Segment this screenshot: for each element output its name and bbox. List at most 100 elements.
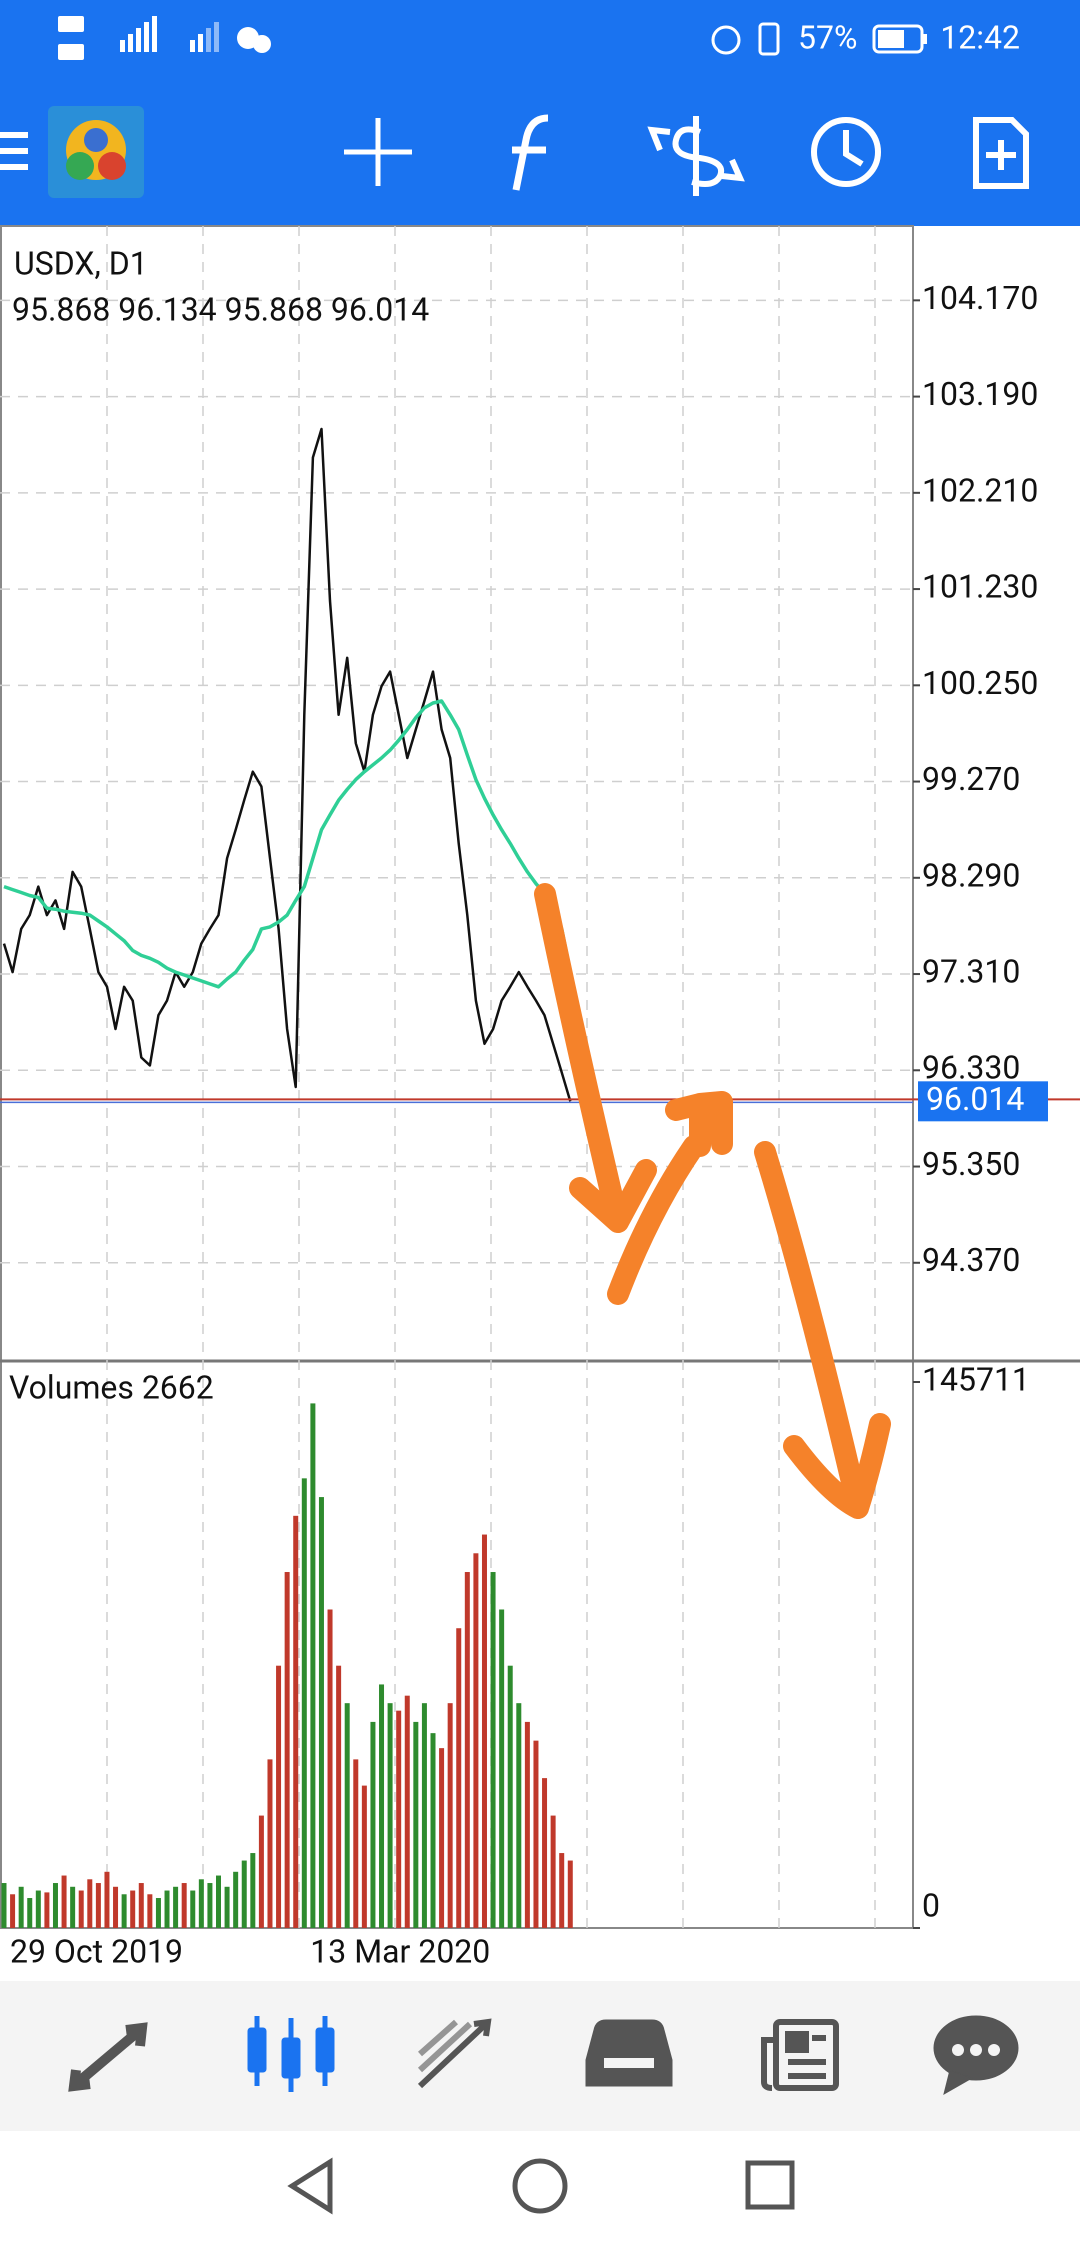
volume-bar [327,1609,333,1928]
current-price-label: 96.014 [926,1080,1024,1118]
y-tick-label: 0 [922,1886,940,1924]
volume-bar [147,1894,153,1928]
x-tick-label: 13 Mar 2020 [310,1932,490,1970]
volume-bar [61,1875,67,1928]
system-nav-bg [0,2131,1080,2244]
y-tick-label: 97.310 [922,952,1020,990]
volume-bar [481,1534,487,1928]
ohlc-values: 95.868 96.134 95.868 96.014 [12,290,429,328]
volume-bar [35,1890,41,1928]
volume-bar [95,1883,101,1928]
volume-bar [52,1883,58,1928]
chart-title: USDX, D1 [14,244,148,282]
volume-bar [250,1853,256,1928]
volume-bar [181,1883,187,1928]
y-tick-label: 100.250 [922,664,1038,702]
clock: 12:42 [940,18,1020,56]
volume-bar [164,1890,170,1928]
indicators-button[interactable] [512,114,549,191]
news-tab[interactable] [761,2019,839,2091]
volume-bar [464,1572,470,1928]
volume-bar [301,1478,307,1928]
volume-bar [456,1628,462,1928]
volume-bar [173,1886,179,1928]
volume-bar [216,1875,221,1928]
volume-bar [190,1890,196,1928]
volume-bar [10,1894,16,1928]
volume-bar [353,1759,359,1928]
y-tick-label: 104.170 [922,279,1038,317]
volume-bar [344,1703,350,1928]
crosshair-button[interactable] [344,118,412,186]
volume-bar [233,1871,239,1928]
y-tick-label: 102.210 [922,471,1038,509]
y-tick-label: 145711 [922,1360,1030,1398]
y-tick-label: 99.270 [922,760,1020,798]
trade-button[interactable] [647,116,745,196]
chart-bg [0,226,1080,1981]
trade-tab[interactable] [417,2018,492,2089]
y-tick-label: 98.290 [922,856,1020,894]
volume-bar [473,1553,479,1928]
volume-bar [310,1403,316,1928]
volume-bar [267,1759,273,1928]
volume-bar [293,1515,299,1928]
y-tick-label: 94.370 [922,1241,1020,1279]
volume-bar [130,1890,136,1928]
volume-bar [318,1497,324,1928]
volume-bar [490,1572,496,1928]
volume-bar [207,1883,213,1928]
price-line [3,699,573,989]
volume-bar [276,1665,282,1928]
volume-bar [155,1898,161,1928]
quotes-tab[interactable] [68,2022,148,2092]
current-price-box [918,1081,1048,1122]
volume-bar [404,1695,410,1928]
volume-bar [439,1748,445,1928]
volume-bar [27,1898,33,1928]
back-button[interactable] [287,2157,333,2215]
chart-area: 104.170 103.190 102.210 101.230 100.250 99.27… [0,225,1080,1970]
recents-button[interactable] [745,2160,795,2210]
volume-bar [361,1785,367,1928]
home-button[interactable] [512,2158,568,2214]
new-order-button[interactable] [973,117,1029,189]
y-tick-label: 96.330 [922,1049,1020,1087]
chat-tab[interactable] [933,2015,1019,2096]
chart-tab[interactable] [247,2016,335,2092]
volume-bar [198,1879,204,1928]
history-button[interactable] [811,117,881,187]
volume-bar [413,1721,419,1928]
volume-bar [533,1740,539,1928]
volume-bar [499,1609,505,1928]
volume-bar [121,1894,127,1928]
bottom-nav [68,2015,1019,2096]
volume-bar [396,1710,402,1928]
volume-bar [550,1815,556,1928]
y-tick-label: 101.230 [922,568,1038,606]
volume-bar [524,1721,530,1928]
volume-bar [224,1886,230,1928]
y-tick-label: 103.190 [922,375,1038,413]
volume-bar [507,1665,513,1928]
volume-bar [559,1853,565,1928]
annotation-arrows [534,883,891,1519]
history-tab[interactable] [585,2019,673,2087]
y-tick-label: 95.350 [922,1145,1020,1183]
status-icons [58,16,927,60]
volume-bar [44,1892,50,1928]
volume-bar [78,1890,84,1928]
volume-bar [421,1703,427,1928]
volume-bar [258,1815,264,1928]
app-logo[interactable] [48,106,144,198]
price-line [2,427,572,1102]
system-nav [287,2157,795,2215]
battery-level: 57% [798,18,857,56]
x-tick-label: 29 Oct 2019 [10,1932,183,1970]
menu-button[interactable] [0,132,28,170]
volume-bar [18,1886,24,1928]
volume-bar [104,1871,110,1928]
bottom-nav-bg [0,1981,1080,2131]
volume-bar [430,1733,436,1928]
